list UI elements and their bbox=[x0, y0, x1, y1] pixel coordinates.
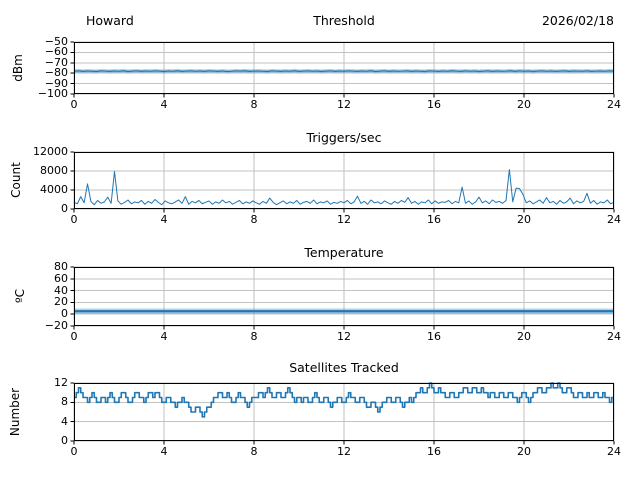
x-tick-label: 24 bbox=[607, 213, 621, 226]
y-tick-label: 0 bbox=[61, 307, 68, 321]
x-tick-label: 12 bbox=[337, 330, 351, 343]
triggers-title: Triggers/sec bbox=[306, 130, 382, 145]
x-tick-label: 16 bbox=[427, 445, 441, 458]
y-tick-label: −70 bbox=[44, 55, 68, 69]
temperature-title: Temperature bbox=[304, 245, 384, 260]
x-tick-label: 16 bbox=[427, 330, 441, 343]
x-tick-label: 20 bbox=[517, 445, 531, 458]
x-tick-label: 0 bbox=[70, 330, 78, 343]
triggers-y-axis-label: Count bbox=[9, 162, 23, 198]
triggers-plot-area bbox=[70, 151, 615, 213]
y-tick-label: 4 bbox=[61, 414, 68, 428]
y-tick-label: 8 bbox=[61, 395, 68, 409]
y-tick-label: 12 bbox=[54, 376, 68, 389]
temperature-plot-area bbox=[70, 266, 615, 330]
x-tick-label: 24 bbox=[607, 98, 621, 111]
x-tick-label: 24 bbox=[607, 445, 621, 458]
x-tick-label: 20 bbox=[517, 330, 531, 343]
y-tick-label: 40 bbox=[54, 283, 68, 297]
threshold-title-row: Howard Threshold 2026/02/18 bbox=[74, 13, 614, 29]
x-tick-label: 20 bbox=[517, 98, 531, 111]
x-tick-label: 4 bbox=[160, 98, 168, 111]
threshold-plot-area bbox=[70, 41, 615, 98]
satellites-y-axis-label: Number bbox=[8, 387, 22, 437]
y-tick-label: 20 bbox=[54, 295, 68, 309]
x-tick-label: 0 bbox=[70, 213, 78, 226]
x-tick-label: 12 bbox=[337, 213, 351, 226]
x-tick-label: 8 bbox=[250, 445, 258, 458]
y-tick-label: −20 bbox=[44, 319, 68, 332]
y-tick-label: −100 bbox=[37, 87, 68, 100]
x-tick-label: 8 bbox=[250, 213, 258, 226]
x-tick-label: 0 bbox=[70, 98, 78, 111]
y-tick-label: −90 bbox=[44, 76, 68, 90]
y-tick-label: 60 bbox=[54, 271, 68, 285]
x-tick-label: 8 bbox=[250, 98, 258, 111]
x-tick-label: 12 bbox=[337, 98, 351, 111]
x-tick-label: 24 bbox=[607, 330, 621, 343]
x-tick-label: 12 bbox=[337, 445, 351, 458]
x-tick-label: 4 bbox=[160, 445, 168, 458]
y-tick-label: 0 bbox=[61, 202, 68, 215]
x-tick-label: 8 bbox=[250, 330, 258, 343]
y-tick-label: 0 bbox=[61, 434, 68, 447]
satellites-title: Satellites Tracked bbox=[289, 360, 399, 375]
x-tick-label: 20 bbox=[517, 213, 531, 226]
x-tick-label: 16 bbox=[427, 213, 441, 226]
x-tick-label: 16 bbox=[427, 98, 441, 111]
date-label: 2026/02/18 bbox=[541, 13, 614, 28]
y-tick-label: −50 bbox=[44, 35, 68, 48]
y-tick-label: −80 bbox=[44, 66, 68, 80]
y-tick-label: 80 bbox=[54, 260, 68, 273]
x-tick-label: 0 bbox=[70, 445, 78, 458]
threshold-center-title: Threshold bbox=[313, 13, 375, 28]
x-tick-label: 4 bbox=[160, 330, 168, 343]
threshold-left-title: Howard bbox=[86, 13, 134, 28]
satellites-plot-area bbox=[70, 382, 615, 445]
y-tick-label: 12000 bbox=[33, 145, 68, 158]
x-tick-label: 4 bbox=[160, 213, 168, 226]
y-tick-label: −60 bbox=[44, 45, 68, 59]
y-tick-label: 8000 bbox=[40, 164, 68, 177]
y-tick-label: 4000 bbox=[40, 183, 68, 196]
